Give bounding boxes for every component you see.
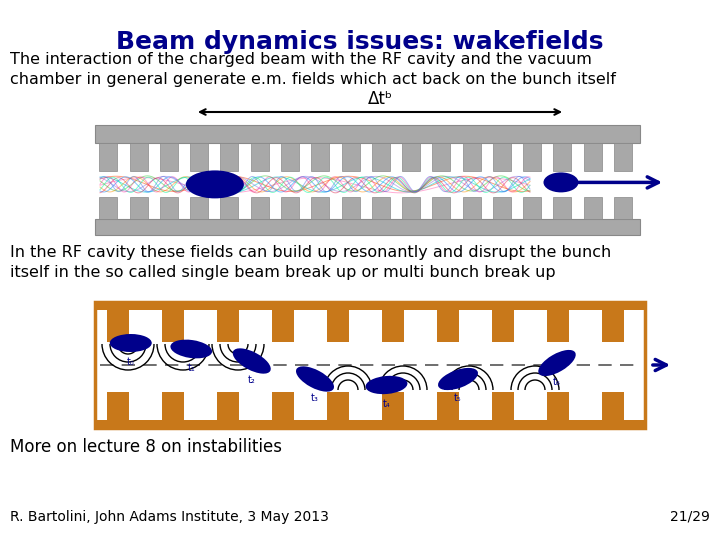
Ellipse shape [109,334,152,352]
Bar [402,197,420,219]
Ellipse shape [233,348,271,374]
Bar [614,143,632,171]
Bar [99,197,117,219]
Bar [432,197,450,219]
Ellipse shape [544,172,578,192]
Bar [160,143,178,171]
Text: t₆: t₆ [553,377,561,387]
Bar [161,392,184,420]
Bar [463,197,481,219]
Bar [554,143,572,171]
Bar [584,143,602,171]
Bar [220,197,238,219]
Ellipse shape [438,368,478,390]
Ellipse shape [296,366,334,391]
Bar [493,197,511,219]
Bar [584,197,602,219]
Bar [554,197,572,219]
Bar [130,143,148,171]
Bar [95,219,640,235]
Bar [220,143,238,171]
Bar [432,143,450,171]
Ellipse shape [186,171,244,198]
Bar [601,392,624,420]
Bar [614,197,632,219]
Bar [546,310,569,342]
Bar [436,310,459,342]
Bar [160,197,178,219]
Bar [271,392,294,420]
Bar [107,392,129,420]
Bar [327,392,348,420]
Bar [95,302,645,428]
Text: In the RF cavity these fields can build up resonantly and disrupt the bunch
itse: In the RF cavity these fields can build … [10,245,611,280]
Ellipse shape [366,376,408,394]
Bar [107,310,129,342]
Bar [436,392,459,420]
Bar [463,143,481,171]
Text: Δtᵇ: Δtᵇ [367,90,392,108]
Text: More on lecture 8 on instabilities: More on lecture 8 on instabilities [10,438,282,456]
Bar [217,310,238,342]
Text: t₃: t₃ [311,393,319,403]
Bar [311,197,329,219]
Ellipse shape [171,340,212,359]
Bar [327,310,348,342]
Bar [492,310,513,342]
Text: 21/29: 21/29 [670,510,710,524]
Bar [523,197,541,219]
Bar [341,143,359,171]
Bar [251,143,269,171]
Bar [402,143,420,171]
Bar [190,143,208,171]
Text: The interaction of the charged beam with the RF cavity and the vacuum
chamber in: The interaction of the charged beam with… [10,52,616,87]
Bar [190,197,208,219]
Bar [382,392,403,420]
Text: R. Bartolini, John Adams Institute, 3 May 2013: R. Bartolini, John Adams Institute, 3 Ma… [10,510,329,524]
Bar [493,143,511,171]
Text: Beam dynamics issues: wakefields: Beam dynamics issues: wakefields [116,30,604,54]
Bar [217,392,238,420]
Bar [492,392,513,420]
Bar [99,143,117,171]
Bar [341,197,359,219]
Text: t₁: t₁ [187,363,195,373]
Bar [382,310,403,342]
Bar [281,143,299,171]
Bar [95,125,640,143]
Bar [601,310,624,342]
Bar [281,197,299,219]
Text: t₄: t₄ [382,399,390,409]
Bar [311,143,329,171]
Bar [523,143,541,171]
Bar [161,310,184,342]
Ellipse shape [539,350,576,376]
Text: t₂: t₂ [248,375,256,385]
Bar [546,392,569,420]
Text: t₀: t₀ [127,357,135,367]
Bar [372,197,390,219]
Bar [372,143,390,171]
Bar [251,197,269,219]
Bar [130,197,148,219]
Text: t₅: t₅ [454,393,462,403]
Bar [95,302,645,310]
Bar [271,310,294,342]
Bar [95,420,645,428]
